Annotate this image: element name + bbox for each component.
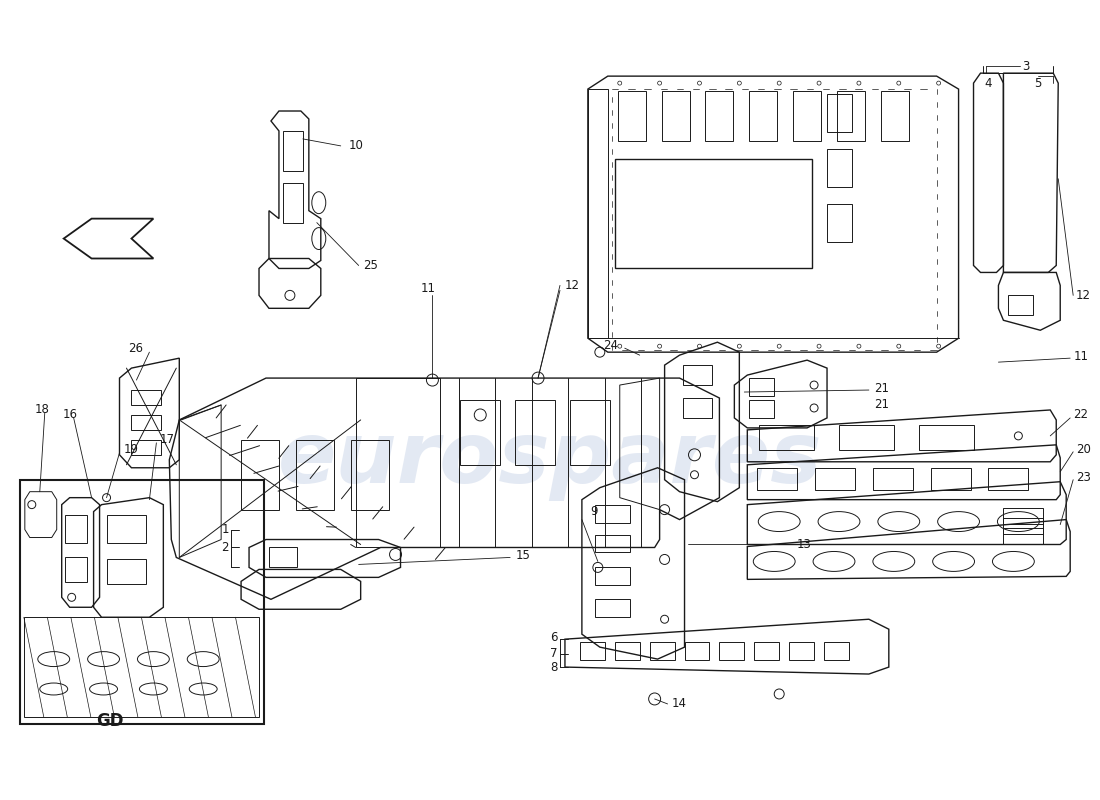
Bar — [827, 94, 851, 132]
Text: 12: 12 — [565, 279, 580, 292]
Bar — [705, 91, 734, 141]
Bar — [20, 480, 264, 724]
Bar — [881, 91, 909, 141]
Bar — [827, 204, 851, 242]
Text: 15: 15 — [516, 549, 531, 562]
Text: 5: 5 — [1035, 77, 1042, 90]
Bar — [65, 558, 87, 582]
Bar — [759, 425, 814, 450]
Text: 18: 18 — [34, 403, 50, 417]
Text: 24: 24 — [603, 338, 618, 352]
Bar — [296, 440, 333, 510]
Bar — [587, 89, 608, 338]
Bar — [757, 468, 798, 490]
Bar — [132, 440, 162, 455]
Text: 10: 10 — [349, 139, 364, 152]
Text: 19: 19 — [123, 443, 139, 456]
Bar — [918, 425, 974, 450]
Text: eurospares: eurospares — [278, 418, 823, 502]
Text: 9: 9 — [590, 505, 597, 518]
Bar — [839, 425, 894, 450]
Bar — [618, 91, 646, 141]
Text: 11: 11 — [421, 282, 436, 295]
Text: 3: 3 — [1023, 60, 1030, 73]
Bar — [65, 514, 87, 542]
Text: 21: 21 — [873, 398, 889, 411]
Text: 1: 1 — [221, 523, 229, 536]
Bar — [615, 642, 640, 660]
Bar — [931, 468, 970, 490]
Text: 17: 17 — [160, 434, 175, 446]
Bar — [595, 599, 629, 618]
Bar — [1003, 518, 1043, 534]
Text: 14: 14 — [672, 698, 686, 710]
Bar — [824, 642, 849, 660]
Text: 8: 8 — [551, 661, 558, 674]
Bar — [107, 514, 146, 542]
Bar — [650, 642, 674, 660]
Bar — [595, 534, 629, 553]
Bar — [107, 559, 146, 584]
Text: 6: 6 — [550, 630, 558, 644]
Bar — [755, 642, 779, 660]
Bar — [661, 91, 690, 141]
Bar — [515, 400, 556, 465]
Bar — [595, 505, 629, 522]
Text: 21: 21 — [873, 382, 889, 394]
Bar — [873, 468, 913, 490]
Bar — [1003, 508, 1043, 523]
Bar — [815, 468, 855, 490]
Bar — [989, 468, 1028, 490]
Bar — [1003, 527, 1043, 543]
Text: 22: 22 — [1074, 409, 1088, 422]
Bar — [283, 131, 302, 170]
Text: 20: 20 — [1076, 443, 1091, 456]
Bar — [749, 91, 778, 141]
Text: 25: 25 — [363, 259, 377, 272]
Bar — [719, 642, 745, 660]
Bar — [132, 390, 162, 405]
Bar — [351, 440, 388, 510]
Text: 26: 26 — [129, 342, 143, 354]
Text: 7: 7 — [550, 646, 558, 660]
Bar — [615, 159, 812, 269]
Text: 4: 4 — [984, 77, 992, 90]
Bar — [460, 400, 500, 465]
Bar — [270, 547, 297, 567]
Bar — [1009, 295, 1033, 315]
Bar — [283, 182, 302, 222]
Bar — [682, 365, 713, 385]
Bar — [749, 400, 774, 418]
Bar — [570, 400, 609, 465]
Text: 23: 23 — [1076, 471, 1091, 484]
Text: 12: 12 — [1076, 289, 1091, 302]
Bar — [793, 91, 821, 141]
Bar — [749, 378, 774, 396]
Bar — [682, 398, 713, 418]
Text: 13: 13 — [798, 538, 812, 551]
Bar — [241, 440, 279, 510]
Bar — [132, 415, 162, 430]
Bar — [827, 149, 851, 186]
Text: 16: 16 — [63, 409, 77, 422]
Bar — [789, 642, 814, 660]
Bar — [580, 642, 605, 660]
Bar — [684, 642, 710, 660]
Bar — [595, 567, 629, 586]
Text: 11: 11 — [1074, 350, 1088, 362]
Bar — [837, 91, 865, 141]
Text: 2: 2 — [221, 541, 229, 554]
Text: GD: GD — [96, 712, 123, 730]
